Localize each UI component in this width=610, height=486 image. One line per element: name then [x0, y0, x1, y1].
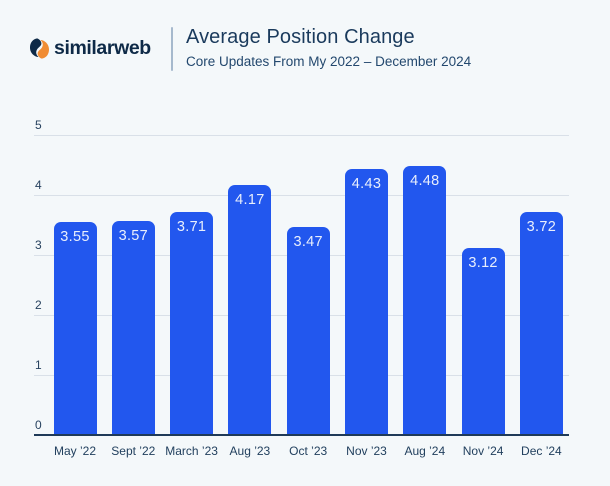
- y-axis-tick-label: 1: [35, 358, 42, 372]
- bar-value-label: 4.43: [351, 176, 382, 193]
- similarweb-logo: similarweb: [29, 37, 151, 60]
- y-axis-tick-label: 0: [35, 418, 42, 432]
- bar: 3.72: [519, 211, 563, 435]
- x-axis-label: Oct ’23: [289, 444, 328, 458]
- bar-value-label: 3.72: [526, 218, 557, 235]
- title-block: Average Position Change Core Updates Fro…: [186, 24, 471, 70]
- bar-value-label: 3.71: [176, 219, 207, 236]
- x-axis-label: May ’22: [53, 444, 97, 458]
- bar: 3.47: [286, 226, 330, 435]
- bar: 3.55: [53, 222, 97, 435]
- similarweb-logo-text: similarweb: [54, 37, 151, 59]
- x-axis-label: Nov ’23: [346, 444, 387, 458]
- y-axis-tick-label: 5: [35, 118, 42, 132]
- bar-value-label: 3.55: [60, 229, 90, 245]
- bar: 4.17: [228, 184, 272, 435]
- x-axis-label: Nov ’24: [462, 444, 504, 458]
- chart-title: Average Position Change: [186, 26, 415, 48]
- bar: 4.48: [403, 166, 447, 435]
- x-axis-line: [34, 434, 569, 436]
- bar-value-label: 4.17: [235, 191, 265, 208]
- y-axis-tick-label: 2: [35, 298, 42, 312]
- x-axis-label: Aug ’23: [229, 444, 271, 458]
- bar-value-label: 3.57: [118, 227, 148, 244]
- bar: 3.71: [170, 212, 214, 435]
- similarweb-logo-icon: [29, 38, 50, 59]
- chart-subtitle: Core Updates From My 2022 – December 202…: [186, 54, 472, 69]
- header: similarweb Average Position Change Core …: [0, 0, 610, 100]
- x-axis-label: Aug ’24: [404, 444, 446, 458]
- x-axis-label: Dec ’24: [521, 444, 562, 458]
- x-axis-label: March ’23: [165, 444, 218, 458]
- x-axis-label: Sept ’22: [111, 444, 156, 458]
- bar-value-label: 3.47: [293, 233, 323, 250]
- gridline: [34, 135, 569, 136]
- bar: 4.43: [345, 169, 388, 435]
- bar-value-label: 4.48: [410, 173, 440, 190]
- y-axis-tick-label: 4: [35, 178, 42, 192]
- bar: 3.57: [111, 220, 155, 435]
- header-divider: [171, 27, 173, 71]
- y-axis-tick-label: 3: [35, 238, 42, 252]
- bar-value-label: 3.12: [468, 254, 498, 271]
- bar: 3.12: [461, 247, 505, 435]
- gridline: [34, 195, 569, 196]
